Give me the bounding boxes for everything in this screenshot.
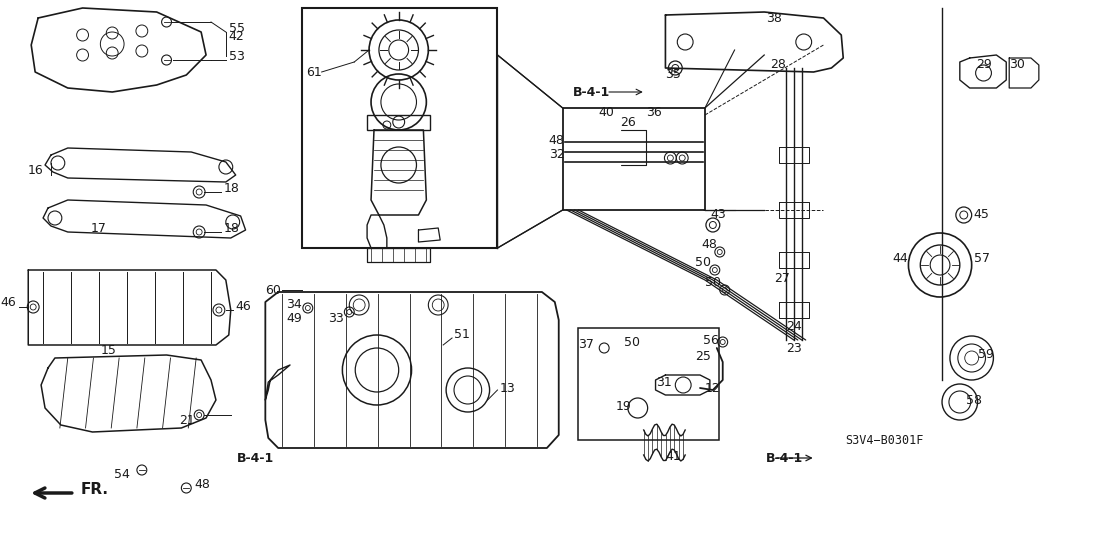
Text: 57: 57 <box>974 252 989 264</box>
Text: 31: 31 <box>656 377 671 389</box>
Text: 60: 60 <box>265 284 281 296</box>
Text: 21: 21 <box>179 414 195 426</box>
Text: 26: 26 <box>620 116 636 128</box>
Text: 51: 51 <box>454 328 470 342</box>
Text: FR.: FR. <box>81 483 109 498</box>
Text: B-4-1: B-4-1 <box>573 86 609 98</box>
Text: 54: 54 <box>114 468 130 482</box>
Bar <box>563 108 705 210</box>
Text: 45: 45 <box>974 208 989 222</box>
Text: 59: 59 <box>977 348 994 362</box>
Text: 48: 48 <box>548 133 565 147</box>
Text: 50: 50 <box>695 255 711 269</box>
Text: 37: 37 <box>578 338 594 352</box>
Text: 53: 53 <box>228 50 245 62</box>
Text: 46: 46 <box>1 296 17 310</box>
Text: 38: 38 <box>767 12 782 24</box>
Text: 12: 12 <box>705 382 720 394</box>
Text: 36: 36 <box>646 106 661 118</box>
Text: 17: 17 <box>91 222 106 234</box>
Text: 15: 15 <box>101 343 116 357</box>
Text: 30: 30 <box>1009 59 1025 71</box>
Text: 25: 25 <box>695 349 711 363</box>
Text: 48: 48 <box>701 238 717 252</box>
Text: 61: 61 <box>306 65 321 79</box>
Text: 28: 28 <box>770 59 786 71</box>
Text: 58: 58 <box>966 394 982 406</box>
Bar <box>578 328 719 440</box>
Text: 46: 46 <box>236 300 252 312</box>
Bar <box>367 115 430 130</box>
Text: 42: 42 <box>228 29 245 43</box>
Text: 24: 24 <box>786 320 802 332</box>
Text: 50: 50 <box>624 336 640 348</box>
Text: 56: 56 <box>702 333 719 347</box>
Text: 18: 18 <box>224 181 239 195</box>
Text: B-4-1: B-4-1 <box>767 451 803 465</box>
Text: 16: 16 <box>28 164 43 176</box>
Text: 48: 48 <box>194 477 211 491</box>
Text: 43: 43 <box>711 208 727 222</box>
Text: S3V4−B0301F: S3V4−B0301F <box>845 434 924 446</box>
Text: 40: 40 <box>598 106 614 118</box>
Text: 50: 50 <box>705 275 720 289</box>
Text: 49: 49 <box>286 311 301 325</box>
Text: 33: 33 <box>328 311 343 325</box>
Text: 29: 29 <box>976 59 993 71</box>
Text: 19: 19 <box>616 399 632 413</box>
Text: 34: 34 <box>286 299 301 311</box>
Bar <box>301 8 497 248</box>
Text: 13: 13 <box>500 382 515 394</box>
Text: 35: 35 <box>666 69 681 81</box>
Text: 23: 23 <box>786 342 802 354</box>
Text: 55: 55 <box>228 22 245 34</box>
Text: 32: 32 <box>548 149 565 161</box>
Text: 41: 41 <box>666 450 681 462</box>
Text: B-4-1: B-4-1 <box>237 451 274 465</box>
Text: 44: 44 <box>893 252 909 264</box>
Text: 27: 27 <box>774 272 790 284</box>
Text: 18: 18 <box>224 222 239 234</box>
